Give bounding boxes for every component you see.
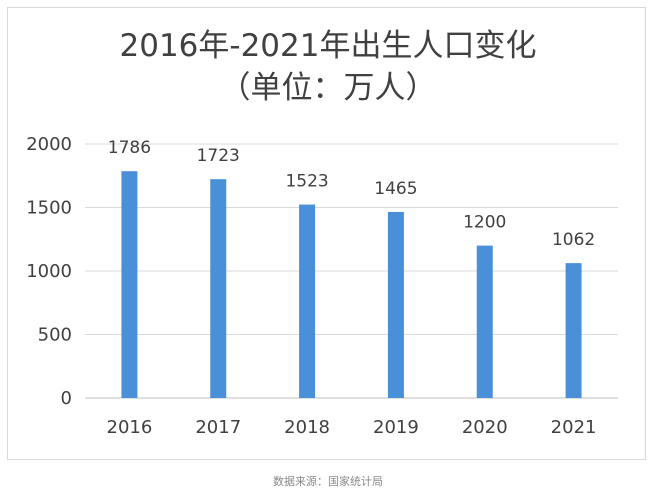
y-tick-label: 1000 — [26, 261, 72, 282]
x-tick-label: 2017 — [195, 417, 241, 438]
y-tick-label: 500 — [38, 325, 72, 346]
x-tick-label: 2021 — [551, 417, 597, 438]
data-label: 1523 — [285, 172, 328, 192]
bar — [121, 171, 138, 398]
bar — [476, 245, 493, 398]
chart-frame — [7, 7, 646, 460]
chart-subtitle: （单位：万人） — [219, 70, 437, 106]
bars — [121, 171, 582, 398]
x-axis-tick-labels: 2016 2017 2018 2019 2020 2021 — [107, 417, 597, 438]
x-tick-label: 2018 — [284, 417, 330, 438]
gridlines — [85, 143, 618, 399]
y-tick-label: 0 — [61, 388, 72, 409]
y-tick-label: 2000 — [26, 134, 72, 155]
y-tick-label: 1500 — [26, 198, 72, 219]
chart-title: 2016年-2021年出生人口变化 — [119, 28, 537, 64]
x-tick-label: 2016 — [107, 417, 153, 438]
data-label: 1723 — [197, 146, 240, 166]
data-label: 1062 — [552, 230, 595, 250]
bar — [565, 263, 582, 398]
x-tick-label: 2020 — [462, 417, 508, 438]
data-label: 1465 — [374, 179, 417, 199]
data-label: 1200 — [463, 213, 506, 233]
bar — [387, 211, 404, 398]
source-caption: 数据来源：国家统计局 — [273, 475, 383, 488]
bar — [210, 179, 227, 398]
bar — [299, 204, 316, 398]
y-axis-tick-labels: 0 500 1000 1500 2000 — [26, 134, 72, 409]
data-labels: 1786 1723 1523 1465 1200 1062 — [108, 138, 595, 250]
data-label: 1786 — [108, 138, 151, 158]
x-tick-label: 2019 — [373, 417, 419, 438]
